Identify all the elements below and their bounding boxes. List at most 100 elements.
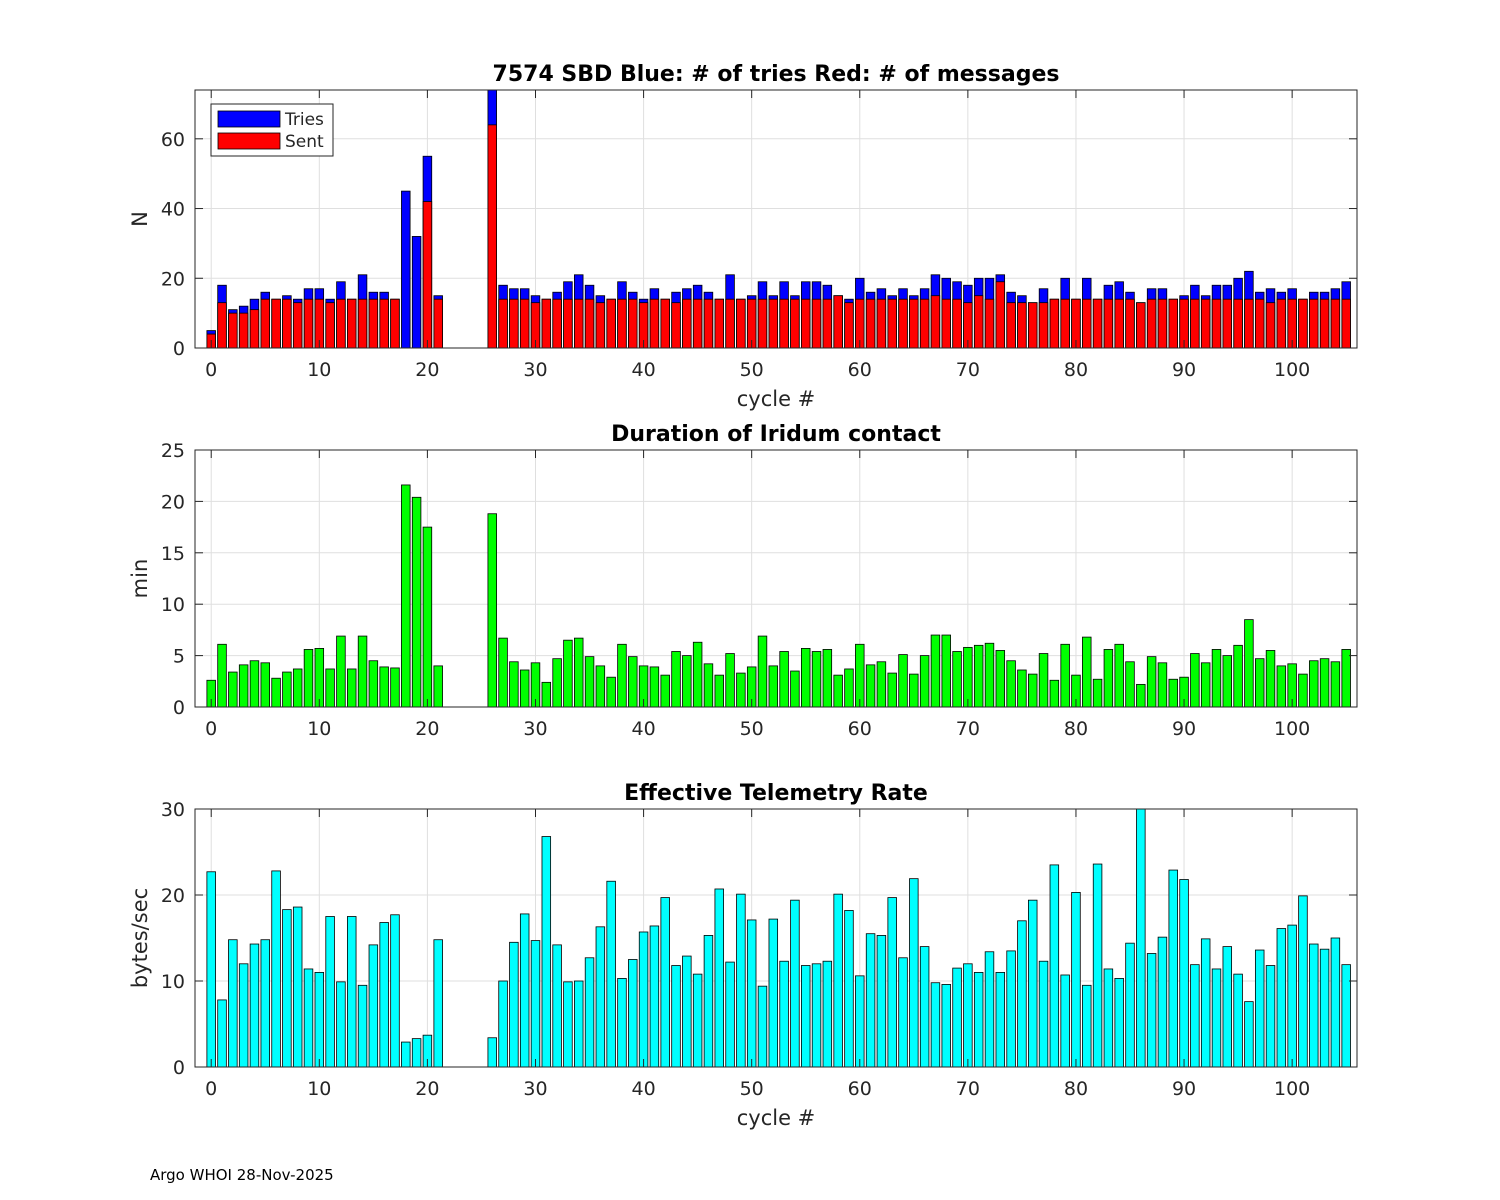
bar-value-91 bbox=[1190, 653, 1200, 708]
bar-value-90 bbox=[1179, 879, 1189, 1068]
bar-sent-41 bbox=[649, 298, 660, 349]
bar-value-10 bbox=[314, 648, 325, 708]
bar-sent-66 bbox=[919, 298, 930, 349]
bar-value-30 bbox=[530, 940, 541, 1068]
bar-value-84 bbox=[1114, 978, 1124, 1068]
bar-value-39 bbox=[628, 959, 638, 1068]
bar-sent-8 bbox=[292, 302, 303, 349]
bar-value-32 bbox=[552, 658, 562, 708]
bar-sent-51 bbox=[757, 298, 768, 349]
bar-value-55 bbox=[801, 965, 811, 1068]
bar-sent-29 bbox=[519, 298, 530, 349]
legend-label-tries: Tries bbox=[284, 110, 324, 130]
bar-value-75 bbox=[1017, 920, 1027, 1068]
bar-value-68 bbox=[941, 634, 951, 708]
bar-value-19 bbox=[411, 1038, 422, 1068]
bar-value-96 bbox=[1244, 619, 1254, 708]
bar-sent-103 bbox=[1319, 298, 1330, 349]
y-tick-label: 30 bbox=[161, 799, 185, 821]
bar-sent-49 bbox=[736, 298, 746, 349]
bar-sent-73 bbox=[995, 281, 1006, 349]
y-tick-label: 15 bbox=[161, 543, 185, 565]
bar-sent-58 bbox=[833, 295, 843, 349]
bar-sent-42 bbox=[660, 298, 670, 349]
bar-value-84 bbox=[1114, 643, 1124, 708]
bar-value-102 bbox=[1309, 660, 1319, 708]
bar-sent-33 bbox=[563, 298, 573, 349]
bar-sent-83 bbox=[1103, 298, 1114, 349]
bar-sent-32 bbox=[552, 298, 562, 349]
bar-sent-94 bbox=[1222, 298, 1233, 349]
bar-value-94 bbox=[1222, 655, 1233, 708]
bar-value-2 bbox=[228, 939, 238, 1068]
bar-sent-53 bbox=[779, 298, 789, 349]
bar-sent-72 bbox=[984, 298, 995, 349]
x-tick-label: 100 bbox=[1274, 1078, 1310, 1100]
bar-value-99 bbox=[1276, 928, 1287, 1068]
chart-panel-1: 0 10 20 30 40 50 60 70 80 90 100 0 20 40 60 7574 SBD Bl… bbox=[128, 62, 1358, 411]
bar-value-35 bbox=[584, 656, 595, 708]
bar-value-63 bbox=[887, 672, 897, 708]
bar-sent-89 bbox=[1168, 298, 1178, 349]
bar-value-5 bbox=[260, 662, 270, 708]
bar-value-66 bbox=[919, 655, 930, 708]
bar-value-95 bbox=[1233, 973, 1243, 1068]
chart-title: Effective Telemetry Rate bbox=[624, 781, 928, 806]
bar-sent-67 bbox=[930, 295, 941, 349]
bar-value-33 bbox=[563, 639, 573, 708]
bar-sent-68 bbox=[941, 298, 951, 349]
bar-value-43 bbox=[671, 651, 681, 708]
bar-value-85 bbox=[1125, 661, 1135, 708]
x-tick-label: 50 bbox=[740, 1078, 764, 1100]
bar-value-41 bbox=[649, 666, 660, 708]
bar-value-31 bbox=[541, 836, 552, 1068]
bar-sent-2 bbox=[228, 312, 238, 349]
x-tick-label: 40 bbox=[631, 718, 655, 740]
bar-value-12 bbox=[336, 635, 346, 708]
bar-value-27 bbox=[498, 980, 508, 1068]
bar-sent-3 bbox=[238, 312, 249, 349]
bar-value-9 bbox=[303, 968, 314, 1068]
bar-value-100 bbox=[1287, 924, 1297, 1068]
x-tick-label: 40 bbox=[631, 1078, 655, 1100]
bar-value-14 bbox=[357, 635, 368, 708]
bar-sent-7 bbox=[282, 298, 292, 349]
bar-value-77 bbox=[1038, 653, 1049, 708]
x-tick-label: 70 bbox=[956, 718, 980, 740]
bar-value-49 bbox=[736, 893, 746, 1068]
bar-value-1 bbox=[217, 643, 227, 708]
bar-sent-56 bbox=[811, 298, 822, 349]
bar-sent-20 bbox=[422, 201, 433, 349]
bar-value-3 bbox=[238, 963, 249, 1068]
bar-sent-17 bbox=[390, 298, 400, 349]
bar-value-72 bbox=[984, 951, 995, 1068]
bar-value-50 bbox=[746, 919, 757, 1068]
bar-sent-69 bbox=[952, 298, 962, 349]
x-tick-label: 30 bbox=[523, 1078, 547, 1100]
y-tick-label: 20 bbox=[161, 885, 185, 907]
chart-panel-3: 0 10 20 30 40 50 60 70 80 90 100 0 10 20 30 Effective T… bbox=[128, 781, 1358, 1130]
bar-value-48 bbox=[725, 653, 735, 708]
bar-value-76 bbox=[1028, 673, 1038, 708]
bar-value-48 bbox=[725, 961, 735, 1068]
bar-sent-15 bbox=[368, 298, 379, 349]
bar-value-101 bbox=[1298, 895, 1308, 1068]
bar-sent-79 bbox=[1060, 298, 1070, 349]
bar-value-96 bbox=[1244, 1001, 1254, 1068]
bar-value-20 bbox=[422, 526, 433, 708]
bar-value-71 bbox=[973, 972, 984, 1068]
bar-value-58 bbox=[833, 674, 843, 708]
bar-value-64 bbox=[898, 957, 908, 1068]
bar-value-4 bbox=[249, 943, 260, 1068]
bar-sent-95 bbox=[1233, 298, 1243, 349]
bar-sent-55 bbox=[801, 298, 811, 349]
bar-value-89 bbox=[1168, 869, 1178, 1068]
x-tick-label: 70 bbox=[956, 1078, 980, 1100]
x-tick-label: 80 bbox=[1064, 1078, 1088, 1100]
bar-sent-43 bbox=[671, 302, 681, 349]
bar-value-0 bbox=[206, 871, 216, 1068]
bar-value-17 bbox=[390, 914, 400, 1068]
chart-panel-2: 0 10 20 30 40 50 60 70 80 90 100 0 5 10 15 20 25 Duration… bbox=[128, 422, 1358, 740]
